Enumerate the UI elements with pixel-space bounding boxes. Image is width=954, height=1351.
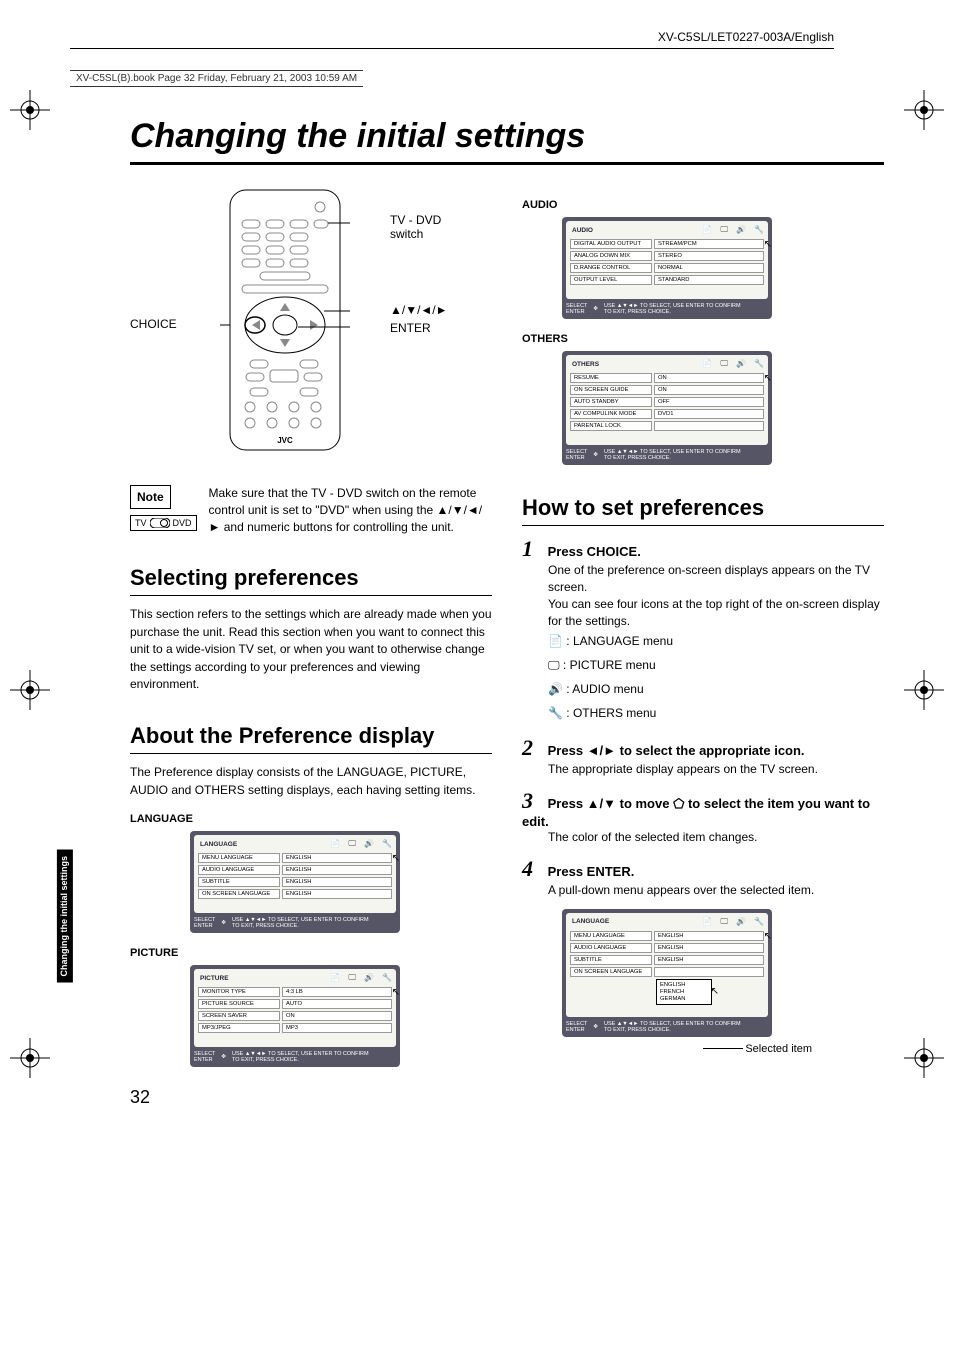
side-tab: Changing the initial settings — [57, 850, 73, 983]
label-arrows: ▲/▼/◄/► — [390, 303, 448, 317]
label-choice: CHOICE — [130, 317, 177, 331]
osd-label-picture: PICTURE — [130, 947, 492, 959]
crop-mark — [904, 90, 944, 130]
switch-dvd-label: DVD — [173, 518, 192, 528]
heading-selecting: Selecting preferences — [130, 565, 492, 591]
step-4-num: 4 — [522, 856, 544, 882]
step-2-head: Press ◄/► to select the appropriate icon… — [548, 743, 805, 758]
crop-mark — [904, 670, 944, 710]
body-selecting: This section refers to the settings whic… — [130, 606, 492, 693]
step-3-body: The color of the selected item changes. — [548, 829, 884, 846]
body-about: The Preference display consists of the L… — [130, 764, 492, 799]
osd-label-language: LANGUAGE — [130, 813, 492, 825]
page-title: Changing the initial settings — [130, 117, 884, 156]
crop-mark — [904, 1038, 944, 1078]
crop-mark — [10, 90, 50, 130]
osd-audio: AUDIO 📄🖵🔊🔧 DIGITAL AUDIO OUTPUTSTREAM/PC… — [562, 217, 772, 319]
switch-tv-label: TV — [135, 518, 147, 528]
header-rule — [70, 48, 834, 49]
page-number: 32 — [130, 1087, 884, 1108]
step-1-body2: You can see four icons at the top right … — [548, 596, 884, 630]
tv-dvd-switch-icon: TV DVD — [130, 515, 197, 531]
audio-menu-icon: 🔊 — [548, 682, 563, 696]
title-rule — [130, 162, 884, 165]
step-4-body: A pull-down menu appears over the select… — [548, 882, 884, 899]
osd-label-others: OTHERS — [522, 333, 884, 345]
step-2-num: 2 — [522, 735, 544, 761]
crop-mark — [10, 1038, 50, 1078]
step-4-head: Press ENTER. — [548, 864, 635, 879]
heading-howto: How to set preferences — [522, 495, 884, 521]
picture-menu-icon: 🖵 — [548, 658, 560, 672]
remote-diagram: JVC CHOICE TV - DVD switch ▲/▼/◄/► ENTER — [130, 185, 492, 465]
label-tvdvd: TV - DVD switch — [390, 213, 470, 241]
step-1-body: One of the preference on-screen displays… — [548, 562, 884, 596]
note-text: Make sure that the TV - DVD switch on th… — [209, 485, 492, 535]
osd-picture: PICTURE 📄🖵🔊🔧 MONITOR TYPE4:3 LBPICTURE S… — [190, 965, 400, 1067]
language-menu-icon: 📄 — [548, 634, 563, 648]
book-meta-line: XV-C5SL(B).book Page 32 Friday, February… — [70, 70, 363, 87]
step-3-num: 3 — [522, 788, 544, 814]
note-heading: Note — [130, 485, 171, 509]
label-enter: ENTER — [390, 321, 431, 335]
svg-text:JVC: JVC — [277, 436, 293, 445]
menu-icon-list: 📄 : LANGUAGE menu 🖵 : PICTURE menu 🔊 : A… — [548, 629, 884, 725]
heading-about: About the Preference display — [130, 723, 492, 749]
osd-language: LANGUAGE 📄🖵🔊🔧 MENU LANGUAGEENGLISHAUDIO … — [190, 831, 400, 933]
step-1-head: Press CHOICE. — [548, 544, 641, 559]
step-2-body: The appropriate display appears on the T… — [548, 761, 884, 778]
selected-item-label: Selected item — [745, 1043, 812, 1055]
others-menu-icon: 🔧 — [548, 706, 563, 720]
step-1-num: 1 — [522, 536, 544, 562]
osd-label-audio: AUDIO — [522, 199, 884, 211]
osd-dropdown-example: LANGUAGE 📄🖵🔊🔧 MENU LANGUAGEENGLISHAUDIO … — [562, 909, 772, 1037]
crop-mark — [10, 670, 50, 710]
osd-others: OTHERS 📄🖵🔊🔧 RESUMEONON SCREEN GUIDEONAUT… — [562, 351, 772, 465]
step-3-head: Press ▲/▼ to move ⬠ to select the item y… — [522, 796, 870, 829]
remote-icon: JVC — [220, 185, 350, 455]
header-model-id: XV-C5SL/LET0227-003A/English — [70, 30, 834, 44]
